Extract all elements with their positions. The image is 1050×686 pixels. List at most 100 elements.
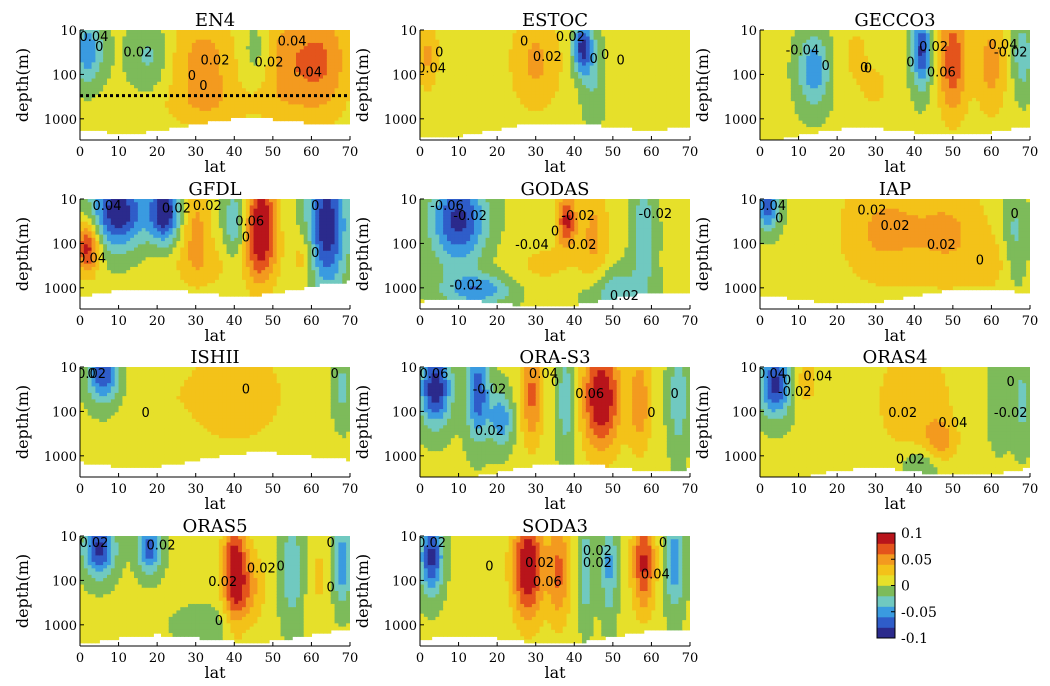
field-cell <box>122 85 127 89</box>
field-cell <box>647 97 653 102</box>
field-cell <box>176 59 181 63</box>
field-cell <box>261 59 266 63</box>
field-cell <box>516 114 521 118</box>
field-cell <box>226 88 232 93</box>
field-cell <box>184 107 189 112</box>
field-cell <box>110 97 116 102</box>
field-cell <box>562 117 568 122</box>
field-cell <box>134 97 139 102</box>
field-cell <box>601 59 606 63</box>
field-cell <box>497 85 502 89</box>
field-cell <box>589 104 595 109</box>
field-cell <box>655 114 660 118</box>
field-cell <box>841 94 846 99</box>
field-cell <box>582 39 587 44</box>
field-cell <box>794 94 800 99</box>
field-cell <box>215 114 220 118</box>
field-cell <box>222 62 228 67</box>
field-cell <box>578 39 583 44</box>
field-cell <box>574 33 579 38</box>
field-cell <box>504 75 510 80</box>
field-cell <box>578 46 583 51</box>
field-cell <box>686 94 690 99</box>
field-cell <box>226 75 232 80</box>
field-cell <box>535 75 541 80</box>
field-cell <box>670 81 676 86</box>
field-cell <box>257 52 262 57</box>
field-cell <box>651 88 656 93</box>
field-cell <box>118 36 124 41</box>
field-cell <box>794 85 800 89</box>
field-cell <box>257 59 262 63</box>
field-cell <box>303 97 309 102</box>
field-cell <box>520 30 525 34</box>
field-cell <box>787 39 792 44</box>
field-cell <box>164 85 170 89</box>
field-cell <box>145 81 151 86</box>
field-cell <box>342 52 347 57</box>
field-cell <box>833 127 838 131</box>
field-cell <box>110 49 116 54</box>
field-cell <box>783 72 788 76</box>
field-cell <box>423 62 429 67</box>
field-cell <box>802 85 807 89</box>
field-cell <box>802 62 807 67</box>
field-cell <box>172 65 178 70</box>
field-cell <box>334 75 340 80</box>
field-cell <box>180 72 185 76</box>
field-cell <box>443 133 448 138</box>
field-cell <box>585 72 591 76</box>
field-cell <box>783 49 788 54</box>
field-cell <box>218 55 224 60</box>
field-cell <box>508 85 514 89</box>
field-cell <box>269 55 274 60</box>
field-cell <box>814 110 819 115</box>
field-cell <box>841 91 846 96</box>
field-cell <box>593 114 599 118</box>
field-cell <box>655 104 660 109</box>
field-cell <box>670 68 676 73</box>
field-cell <box>485 78 491 83</box>
field-cell <box>145 36 151 41</box>
field-cell <box>99 52 104 57</box>
field-cell <box>253 68 259 73</box>
field-cell <box>80 127 85 131</box>
field-cell <box>195 101 201 106</box>
field-cell <box>779 91 784 96</box>
field-cell <box>326 107 332 112</box>
field-cell <box>620 68 626 73</box>
field-cell <box>257 85 262 89</box>
field-cell <box>481 59 487 63</box>
field-cell <box>841 62 846 67</box>
field-cell <box>99 33 104 38</box>
field-cell <box>280 49 286 54</box>
field-cell <box>176 101 181 106</box>
field-cell <box>570 68 575 73</box>
field-cell <box>315 75 320 80</box>
field-cell <box>501 78 506 83</box>
field-cell <box>292 114 297 118</box>
field-cell <box>249 68 255 73</box>
field-cell <box>338 42 343 47</box>
field-cell <box>601 75 606 80</box>
field-cell <box>184 52 189 57</box>
field-cell <box>423 127 429 131</box>
field-cell <box>520 49 525 54</box>
field-cell <box>184 65 189 70</box>
field-cell <box>547 101 552 106</box>
field-cell <box>817 46 823 51</box>
field-cell <box>238 30 243 34</box>
field-cell <box>678 117 683 122</box>
field-cell <box>307 101 313 106</box>
field-cell <box>624 52 629 57</box>
field-cell <box>342 117 347 122</box>
field-cell <box>489 59 494 63</box>
field-cell <box>265 39 270 44</box>
field-cell <box>802 39 807 44</box>
field-cell <box>435 130 440 135</box>
field-cell <box>771 39 777 44</box>
field-cell <box>218 33 224 38</box>
field-cell <box>512 55 518 60</box>
field-cell <box>474 101 479 106</box>
field-cell <box>180 30 185 34</box>
